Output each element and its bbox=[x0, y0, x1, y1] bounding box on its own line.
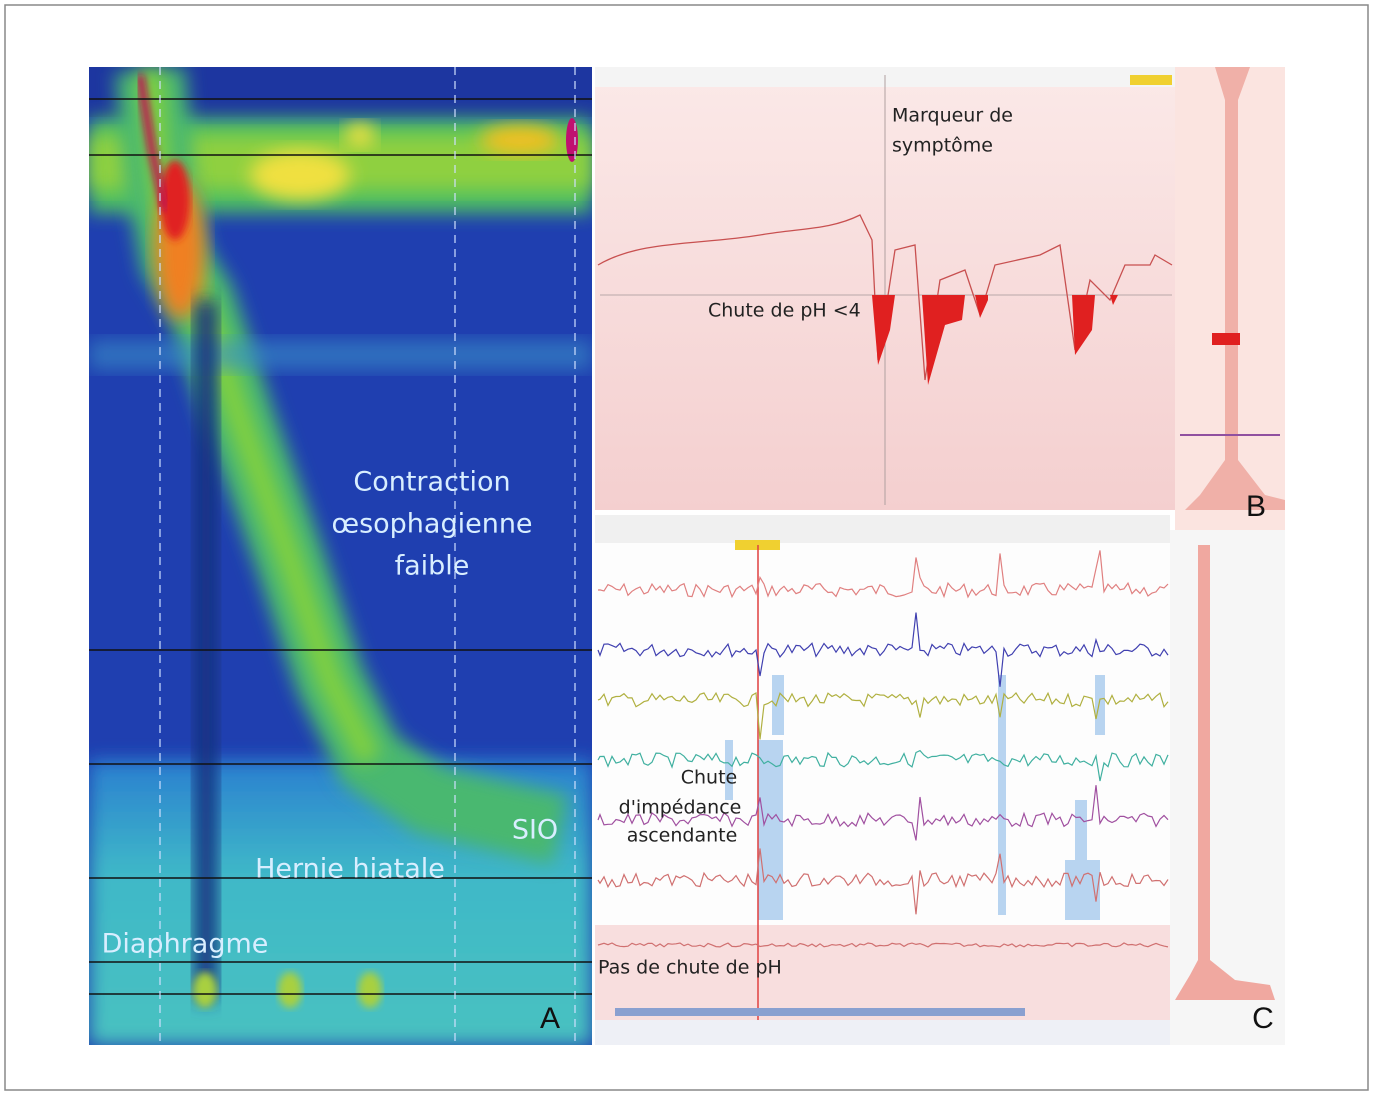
annotation: Contraction bbox=[353, 467, 510, 498]
annotation: Pas de chute de pH bbox=[598, 957, 782, 979]
heatmap bbox=[89, 67, 592, 1045]
annotation: SIO bbox=[512, 815, 558, 846]
panel-letter: A bbox=[540, 1002, 560, 1035]
annotation: d'impédance bbox=[619, 797, 742, 819]
annotation: faible bbox=[395, 551, 470, 582]
annotation: Hernie hiatale bbox=[255, 854, 445, 885]
annotation: Diaphragme bbox=[102, 929, 269, 960]
panel-letter: B bbox=[1246, 490, 1266, 523]
figure: Contraction œsophagienne faible SIO Hern… bbox=[0, 0, 1373, 1095]
annotation: ascendante bbox=[627, 825, 738, 847]
annotation: Chute de pH <4 bbox=[708, 300, 861, 322]
panel-letter: C bbox=[1252, 1002, 1274, 1035]
annotation: œsophagienne bbox=[331, 509, 532, 540]
annotation: symptôme bbox=[892, 135, 993, 157]
annotation: Marqueur de bbox=[892, 105, 1013, 127]
annotation: Chute bbox=[681, 767, 738, 789]
